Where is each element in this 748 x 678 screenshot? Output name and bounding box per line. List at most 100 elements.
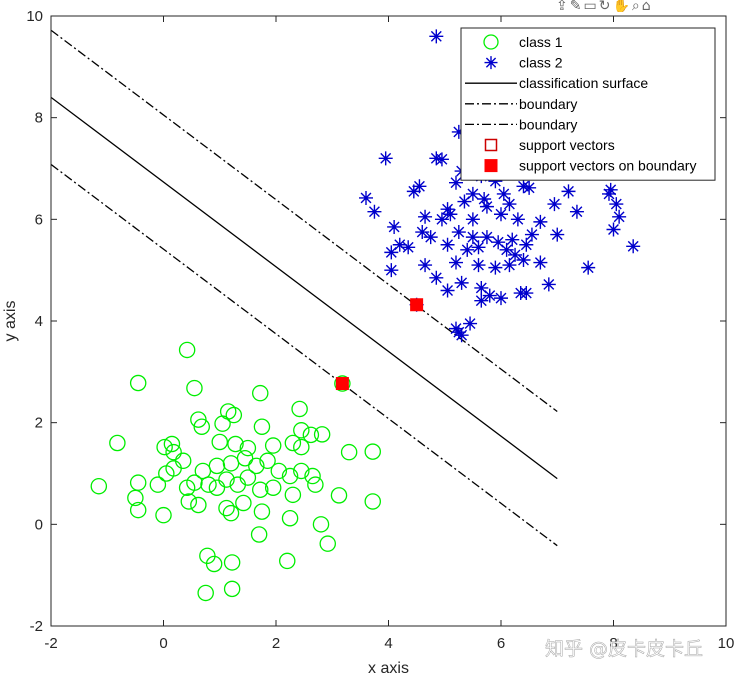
legend-label: class 2 [519,55,563,71]
data-point [235,494,252,512]
support-vector-point [335,377,349,391]
legend-label: boundary [519,116,577,132]
data-point [516,253,531,267]
data-point [499,242,514,257]
y-tick-label: 4 [35,313,43,330]
data-point [205,555,223,573]
data-point [474,280,489,295]
data-point [253,503,271,520]
data-point [384,245,399,260]
data-point [510,212,525,227]
data-point [541,277,556,292]
watermark: 知乎 @皮卡皮卡丘 [545,638,703,660]
legend-square-open-icon [484,138,498,152]
data-point [502,258,517,273]
data-point [451,124,466,139]
data-point [482,288,497,303]
data-point [626,239,641,254]
legend-item: support vectors on boundary [484,158,696,174]
data-point [606,222,621,237]
data-point [208,479,226,496]
data-point [251,384,269,402]
data-point [451,225,466,240]
data-point [304,467,321,485]
rotate-icon[interactable]: ↻ [598,0,611,12]
y-tick-label: 6 [35,211,43,228]
legend-item: classification surface [465,75,648,91]
y-tick-label: 10 [26,8,43,25]
data-point [208,457,226,475]
data-point [340,443,358,461]
data-point [465,186,480,201]
data-point [174,452,192,470]
data-point [270,462,288,480]
data-point [127,489,144,507]
data-point [211,433,228,451]
data-point [158,465,175,482]
axes-toolbar[interactable]: ⇪ ✎ ▭ ↻ ✋ ⌕ ⌂ [556,0,651,12]
data-point [178,341,196,359]
data-point [457,194,472,209]
export-icon[interactable]: ⇪ [556,0,568,12]
data-point [603,182,618,197]
data-point [429,29,444,44]
data-point [533,255,548,270]
data-point [440,237,455,252]
data-point [186,379,203,397]
data-point [429,270,444,285]
data-point [359,190,373,205]
data-point [281,467,299,485]
data-point [465,212,480,227]
data-point [479,199,494,214]
data-point [302,426,320,444]
data-point [264,437,282,454]
data-point [581,260,596,275]
data-tip-icon[interactable]: ▭ [583,0,597,12]
pan-icon[interactable]: ✋ [612,0,630,12]
data-point [508,247,523,262]
y-tick-label: 8 [35,110,43,127]
home-icon[interactable]: ⌂ [641,0,651,12]
x-tick-label: -2 [44,635,57,652]
legend-label: support vectors [519,137,615,153]
data-point [423,230,438,245]
data-point [165,443,182,461]
legend-label: classification surface [519,75,648,91]
data-point [418,258,433,273]
legend: class 1 class 2 classification surface boun… [460,27,716,181]
data-point [454,275,469,290]
boundary-line-1 [51,29,558,413]
data-point [496,186,511,201]
data-point [293,422,310,439]
data-point [259,452,276,470]
data-point [494,291,508,306]
data-point [227,435,244,453]
data-point [387,219,402,234]
legend-item: support vectors [484,137,615,153]
data-point [223,580,241,598]
y-tick-label: 2 [35,415,43,432]
data-point [330,487,348,504]
data-point [440,283,455,298]
x-tick-label: 2 [272,635,280,652]
zoom-icon[interactable]: ⌕ [631,0,640,12]
data-point [494,207,508,222]
data-point [479,230,494,245]
data-point [319,535,336,552]
brush-icon[interactable]: ✎ [569,0,582,12]
data-point [429,151,444,166]
legend-item: class 1 [483,34,563,50]
data-point [471,240,486,255]
data-point [401,240,416,255]
series-support-vectors-on-boundary [334,297,424,392]
data-point [251,481,269,499]
data-point [463,316,478,331]
support-vector-circle [334,375,351,392]
data-point [218,499,235,517]
data-point [474,293,489,308]
data-point [533,214,548,229]
legend-label: boundary [519,96,577,112]
data-point [443,207,458,222]
data-point [465,230,480,245]
